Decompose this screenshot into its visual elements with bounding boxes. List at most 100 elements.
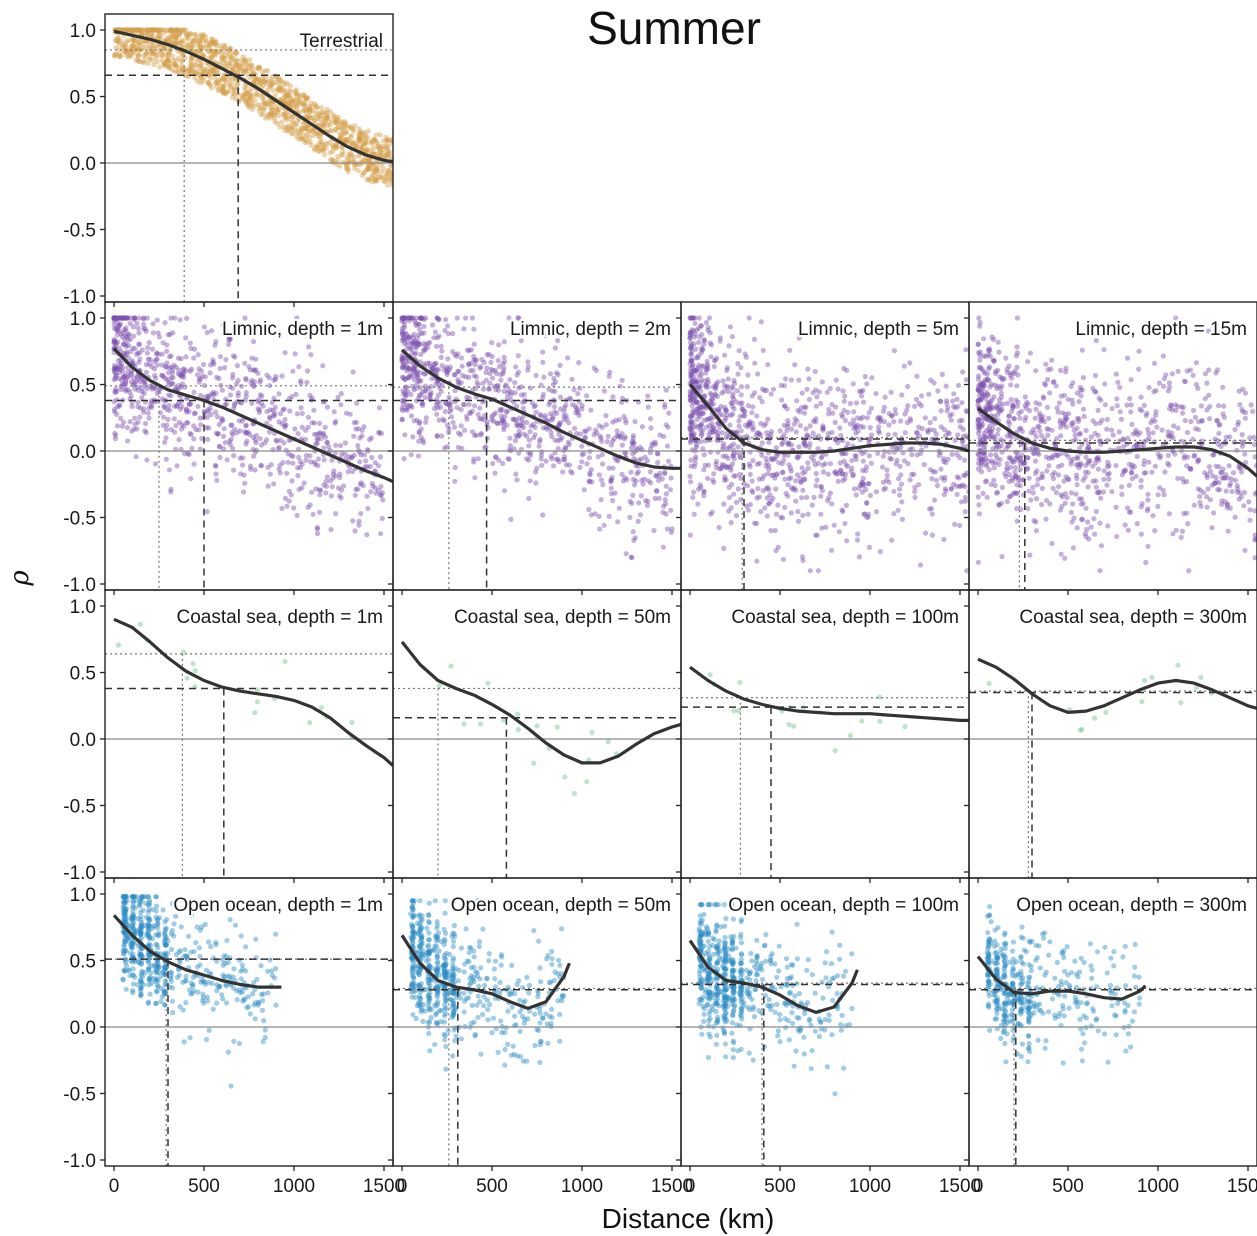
data-point (202, 374, 208, 380)
data-point (332, 420, 338, 426)
data-point (1093, 389, 1099, 395)
data-point (1011, 415, 1017, 421)
data-point (977, 397, 983, 403)
data-point (188, 42, 194, 48)
data-point (368, 435, 375, 441)
data-point (400, 336, 406, 342)
data-point (412, 364, 419, 370)
data-point (376, 463, 382, 469)
data-point (1045, 432, 1051, 438)
data-point (279, 373, 285, 379)
data-point (255, 397, 262, 403)
data-point (112, 362, 118, 369)
data-point (152, 386, 158, 392)
data-point (835, 470, 841, 476)
data-point (993, 460, 999, 466)
data-point (891, 510, 897, 517)
data-point (267, 383, 273, 389)
data-point (733, 513, 740, 519)
data-point (1160, 353, 1166, 359)
data-point (342, 121, 348, 127)
data-point (167, 60, 173, 66)
data-point (142, 420, 149, 427)
data-point (198, 37, 204, 43)
data-point (701, 489, 707, 495)
data-point (149, 386, 155, 392)
data-point (898, 445, 904, 451)
data-point (111, 315, 117, 321)
data-point (631, 456, 637, 462)
data-point (529, 400, 535, 406)
data-point (1006, 413, 1012, 419)
data-point (1102, 402, 1108, 408)
data-point (696, 412, 702, 418)
data-point (260, 93, 266, 99)
data-point (254, 75, 260, 81)
data-point (645, 393, 651, 399)
data-point (118, 53, 124, 59)
data-point (161, 30, 167, 36)
data-point (490, 368, 496, 374)
data-point (390, 170, 393, 176)
data-point (183, 406, 189, 412)
data-point (839, 451, 845, 457)
data-point (123, 328, 129, 334)
data-point (204, 414, 210, 420)
data-point (253, 356, 259, 362)
data-point (1252, 454, 1257, 460)
data-point (703, 382, 709, 388)
data-point (501, 424, 507, 430)
data-point (181, 366, 187, 372)
data-point (376, 429, 382, 435)
data-point (203, 66, 209, 73)
data-point (267, 111, 273, 117)
data-point (141, 409, 147, 415)
data-point (123, 44, 129, 50)
data-point (283, 110, 289, 117)
data-point (455, 368, 461, 374)
data-point (415, 453, 421, 459)
data-point (134, 27, 140, 33)
data-point (230, 66, 236, 73)
data-point (198, 61, 205, 67)
data-point (584, 461, 590, 467)
data-point (961, 472, 967, 479)
data-point (361, 141, 367, 147)
data-point (944, 398, 950, 404)
data-point (699, 363, 705, 369)
data-point (449, 414, 455, 420)
data-point (1135, 432, 1141, 438)
data-point (435, 316, 442, 322)
data-point (339, 119, 345, 125)
data-point (371, 168, 377, 175)
data-point (668, 507, 674, 513)
data-point (617, 433, 623, 439)
data-point (1079, 347, 1085, 353)
data-point (272, 111, 278, 117)
data-point (538, 413, 544, 419)
data-point (735, 486, 741, 492)
data-point (641, 476, 648, 482)
data-point (168, 427, 174, 433)
data-point (337, 474, 343, 481)
data-point (316, 144, 322, 150)
data-point (445, 422, 451, 428)
data-point (207, 40, 213, 46)
data-point (206, 393, 212, 399)
data-point (892, 406, 898, 413)
data-point (912, 484, 918, 490)
data-point (1184, 429, 1191, 436)
data-point (589, 479, 595, 485)
data-point (985, 458, 992, 464)
data-point (484, 419, 490, 425)
data-point (454, 353, 460, 359)
data-point (461, 326, 467, 332)
data-point (168, 375, 174, 381)
data-point (172, 31, 178, 38)
data-point (700, 410, 706, 416)
data-point (365, 156, 371, 162)
data-point (981, 433, 987, 439)
data-point (378, 144, 384, 150)
data-point (835, 440, 841, 446)
